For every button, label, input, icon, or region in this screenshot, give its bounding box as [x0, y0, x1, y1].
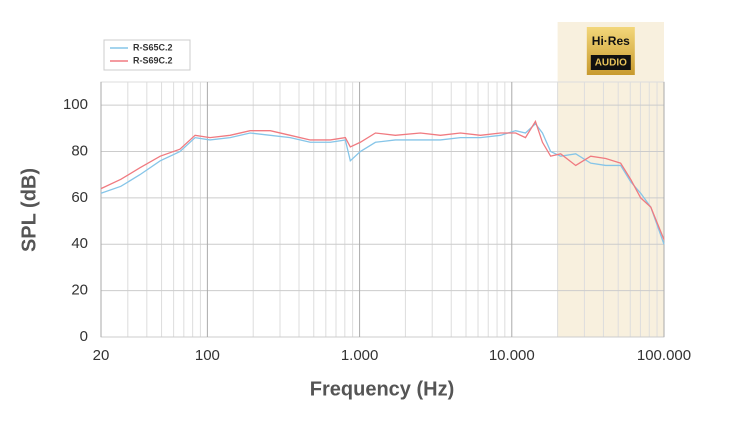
- logo-bottom: AUDIO: [595, 58, 627, 69]
- logo-box: [590, 55, 631, 70]
- y-tick-label: 60: [71, 189, 88, 206]
- legend-box: [103, 39, 191, 71]
- y-tick-label: 0: [80, 328, 88, 345]
- x-tick-label: 10.000: [489, 347, 535, 364]
- legend-label: R-S69C.2: [133, 55, 173, 65]
- x-tick-label: 20: [93, 347, 110, 364]
- y-axis-title: SPL (dB): [18, 168, 40, 252]
- x-tick-label: 1.000: [341, 347, 379, 364]
- logo-top: Hi·Res: [592, 34, 630, 48]
- series-line: [100, 119, 665, 240]
- series-line: [100, 122, 665, 245]
- y-tick-label: 40: [71, 235, 88, 252]
- y-tick-label: 100: [63, 96, 88, 113]
- x-tick-label: 100: [195, 347, 220, 364]
- y-tick-label: 80: [71, 143, 88, 160]
- x-axis-title: Frequency (Hz): [310, 378, 454, 400]
- x-tick-label: 100.000: [637, 347, 691, 364]
- y-tick-label: 20: [71, 282, 88, 299]
- legend-label: R-S65C.2: [133, 42, 173, 52]
